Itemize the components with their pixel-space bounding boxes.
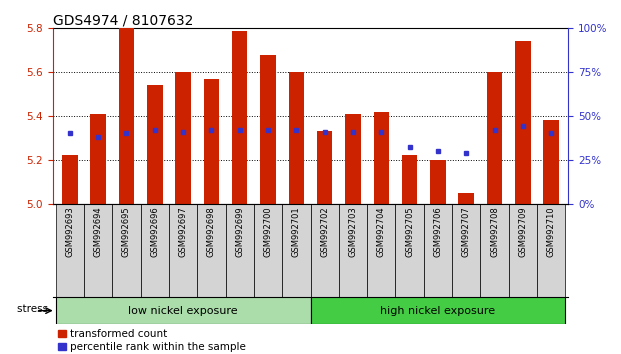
Bar xyxy=(197,204,225,297)
Bar xyxy=(430,160,446,204)
Text: low nickel exposure: low nickel exposure xyxy=(129,306,238,316)
Text: GSM992702: GSM992702 xyxy=(320,206,329,257)
Bar xyxy=(84,204,112,297)
Bar xyxy=(367,204,396,297)
Text: GSM992704: GSM992704 xyxy=(377,206,386,257)
Bar xyxy=(402,155,417,204)
Text: GSM992694: GSM992694 xyxy=(94,206,102,257)
Bar xyxy=(204,79,219,204)
Bar xyxy=(90,114,106,204)
Bar xyxy=(147,85,163,204)
Text: GSM992699: GSM992699 xyxy=(235,206,244,257)
Bar xyxy=(254,204,282,297)
Bar xyxy=(119,28,134,204)
Bar xyxy=(452,204,481,297)
Text: GSM992697: GSM992697 xyxy=(179,206,188,257)
Text: GSM992700: GSM992700 xyxy=(263,206,273,257)
Bar xyxy=(56,204,84,297)
Bar xyxy=(62,155,78,204)
Bar xyxy=(317,131,332,204)
Bar xyxy=(339,204,367,297)
Text: GSM992710: GSM992710 xyxy=(546,206,556,257)
Text: GSM992696: GSM992696 xyxy=(150,206,159,257)
Bar xyxy=(310,297,565,324)
Bar xyxy=(509,204,537,297)
Bar xyxy=(537,204,565,297)
Legend: transformed count, percentile rank within the sample: transformed count, percentile rank withi… xyxy=(58,329,247,352)
Bar xyxy=(424,204,452,297)
Text: GSM992703: GSM992703 xyxy=(348,206,358,257)
Bar xyxy=(345,114,361,204)
Text: GSM992695: GSM992695 xyxy=(122,206,131,257)
Bar xyxy=(396,204,424,297)
Bar xyxy=(289,72,304,204)
Bar xyxy=(56,297,310,324)
Bar xyxy=(112,204,140,297)
Text: GSM992693: GSM992693 xyxy=(65,206,75,257)
Bar xyxy=(310,204,339,297)
Bar xyxy=(140,204,169,297)
Bar xyxy=(458,193,474,204)
Bar xyxy=(169,204,197,297)
Bar xyxy=(543,120,559,204)
Text: high nickel exposure: high nickel exposure xyxy=(381,306,496,316)
Bar xyxy=(515,41,531,204)
Text: GSM992707: GSM992707 xyxy=(462,206,471,257)
Text: GSM992698: GSM992698 xyxy=(207,206,216,257)
Bar xyxy=(232,30,248,204)
Bar xyxy=(373,112,389,204)
Bar xyxy=(282,204,310,297)
Bar xyxy=(481,204,509,297)
Text: GSM992708: GSM992708 xyxy=(490,206,499,257)
Bar xyxy=(225,204,254,297)
Bar xyxy=(487,72,502,204)
Text: GDS4974 / 8107632: GDS4974 / 8107632 xyxy=(53,13,193,27)
Text: GSM992705: GSM992705 xyxy=(405,206,414,257)
Text: stress: stress xyxy=(17,304,52,314)
Text: GSM992706: GSM992706 xyxy=(433,206,442,257)
Bar xyxy=(175,72,191,204)
Text: GSM992701: GSM992701 xyxy=(292,206,301,257)
Bar xyxy=(260,55,276,204)
Text: GSM992709: GSM992709 xyxy=(519,206,527,257)
